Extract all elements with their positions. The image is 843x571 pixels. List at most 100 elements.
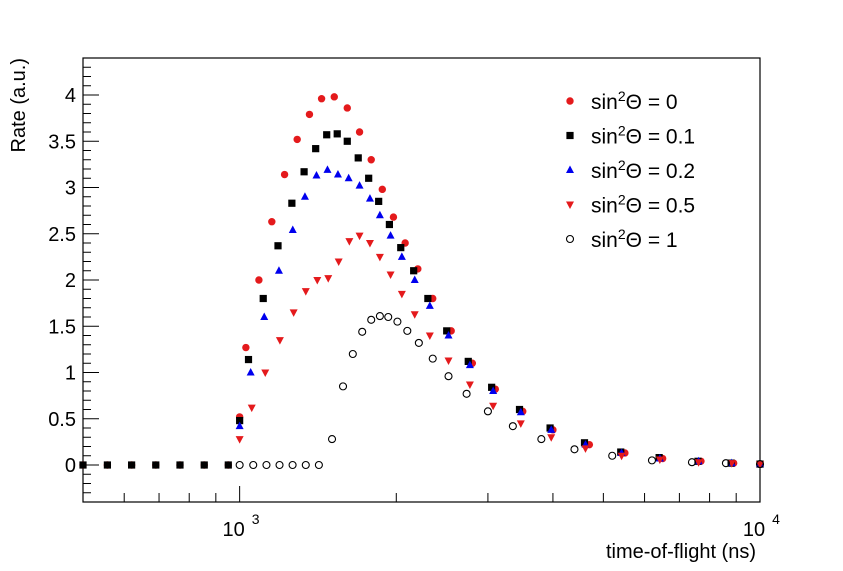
data-point (755, 460, 765, 469)
legend-entry: sin2Θ = 0.2 (566, 157, 695, 183)
data-point (268, 218, 276, 226)
data-point (345, 238, 354, 246)
data-point (79, 461, 87, 469)
data-point (224, 461, 232, 469)
data-point (259, 294, 267, 303)
data-point (488, 383, 496, 391)
data-point (397, 290, 406, 299)
x-tick-exponent: 4 (772, 511, 780, 527)
data-point (365, 240, 374, 248)
y-tick-label: 3 (65, 178, 76, 200)
data-markers (79, 93, 765, 470)
data-point (655, 456, 664, 464)
y-tick-label: 1.5 (48, 316, 76, 338)
data-point (343, 104, 351, 112)
data-point (756, 461, 764, 469)
data-point (246, 368, 255, 376)
legend-label: sin2Θ = 1 (591, 226, 678, 252)
data-point (262, 460, 271, 470)
legend-label: sin2Θ = 0.2 (591, 157, 695, 183)
data-point (367, 156, 375, 164)
data-point (261, 369, 270, 377)
data-point (687, 458, 697, 467)
data-point (365, 174, 373, 182)
data-point (375, 312, 384, 321)
data-point (444, 357, 453, 365)
data-point (288, 460, 297, 470)
data-point (301, 288, 310, 296)
data-point (358, 327, 367, 336)
x-tick-exponent: 3 (252, 511, 260, 527)
data-point (410, 267, 418, 275)
data-point (547, 434, 556, 442)
data-point (384, 312, 393, 322)
legend-marker (566, 131, 574, 140)
data-point (378, 185, 387, 194)
data-point (200, 461, 208, 469)
data-point (323, 165, 332, 173)
legend-entry: sin2Θ = 0.5 (566, 192, 695, 218)
data-point (317, 95, 326, 103)
series-3 (235, 232, 764, 469)
data-point (386, 271, 395, 279)
data-point (386, 231, 395, 239)
data-point (397, 252, 406, 260)
data-point (355, 181, 364, 189)
data-point (403, 326, 412, 335)
y-tick-label: 0.5 (48, 409, 76, 431)
data-point (324, 275, 333, 283)
data-point (249, 460, 258, 470)
data-point (410, 275, 419, 283)
data-point (274, 266, 283, 274)
data-point (428, 354, 437, 363)
y-tick-label: 4 (65, 85, 76, 107)
data-point (280, 170, 289, 179)
data-point (375, 197, 383, 205)
data-point (393, 317, 402, 326)
legend-marker (565, 234, 575, 244)
data-point (424, 294, 432, 303)
data-point (312, 145, 320, 153)
data-point (410, 311, 419, 319)
series-0 (79, 93, 764, 469)
legend-entry: sin2Θ = 0.1 (566, 123, 695, 149)
data-point (465, 360, 474, 369)
data-point (608, 451, 617, 460)
data-point (348, 349, 357, 359)
legend-entry: sin2Θ = 1 (565, 226, 678, 252)
data-point (305, 110, 314, 119)
data-point (244, 355, 253, 364)
data-point (275, 460, 284, 470)
data-point (323, 131, 331, 139)
data-point (236, 417, 244, 425)
data-point (293, 135, 301, 144)
data-point (355, 128, 364, 136)
data-point (330, 93, 338, 101)
data-point (365, 194, 374, 202)
x-axis-title: time-of-flight (ns) (606, 541, 756, 563)
data-point (313, 277, 322, 285)
data-point (385, 220, 394, 229)
legend-marker (566, 165, 574, 173)
data-point (247, 404, 256, 413)
data-point (312, 170, 321, 179)
data-point (334, 258, 343, 266)
legend-label: sin2Θ = 0.5 (591, 192, 695, 218)
data-point (235, 421, 244, 430)
data-point (425, 301, 434, 309)
data-point (255, 276, 263, 284)
x-tick-label: 10 (743, 519, 765, 541)
series-4 (235, 312, 765, 470)
data-point (483, 407, 492, 416)
data-point (176, 461, 184, 469)
data-point (327, 435, 337, 444)
data-point (300, 192, 309, 200)
data-point (375, 253, 384, 262)
data-point (443, 327, 451, 335)
data-point (355, 232, 364, 241)
data-point (414, 338, 423, 347)
data-point (300, 168, 308, 176)
data-point (444, 331, 453, 339)
data-point (314, 460, 323, 470)
